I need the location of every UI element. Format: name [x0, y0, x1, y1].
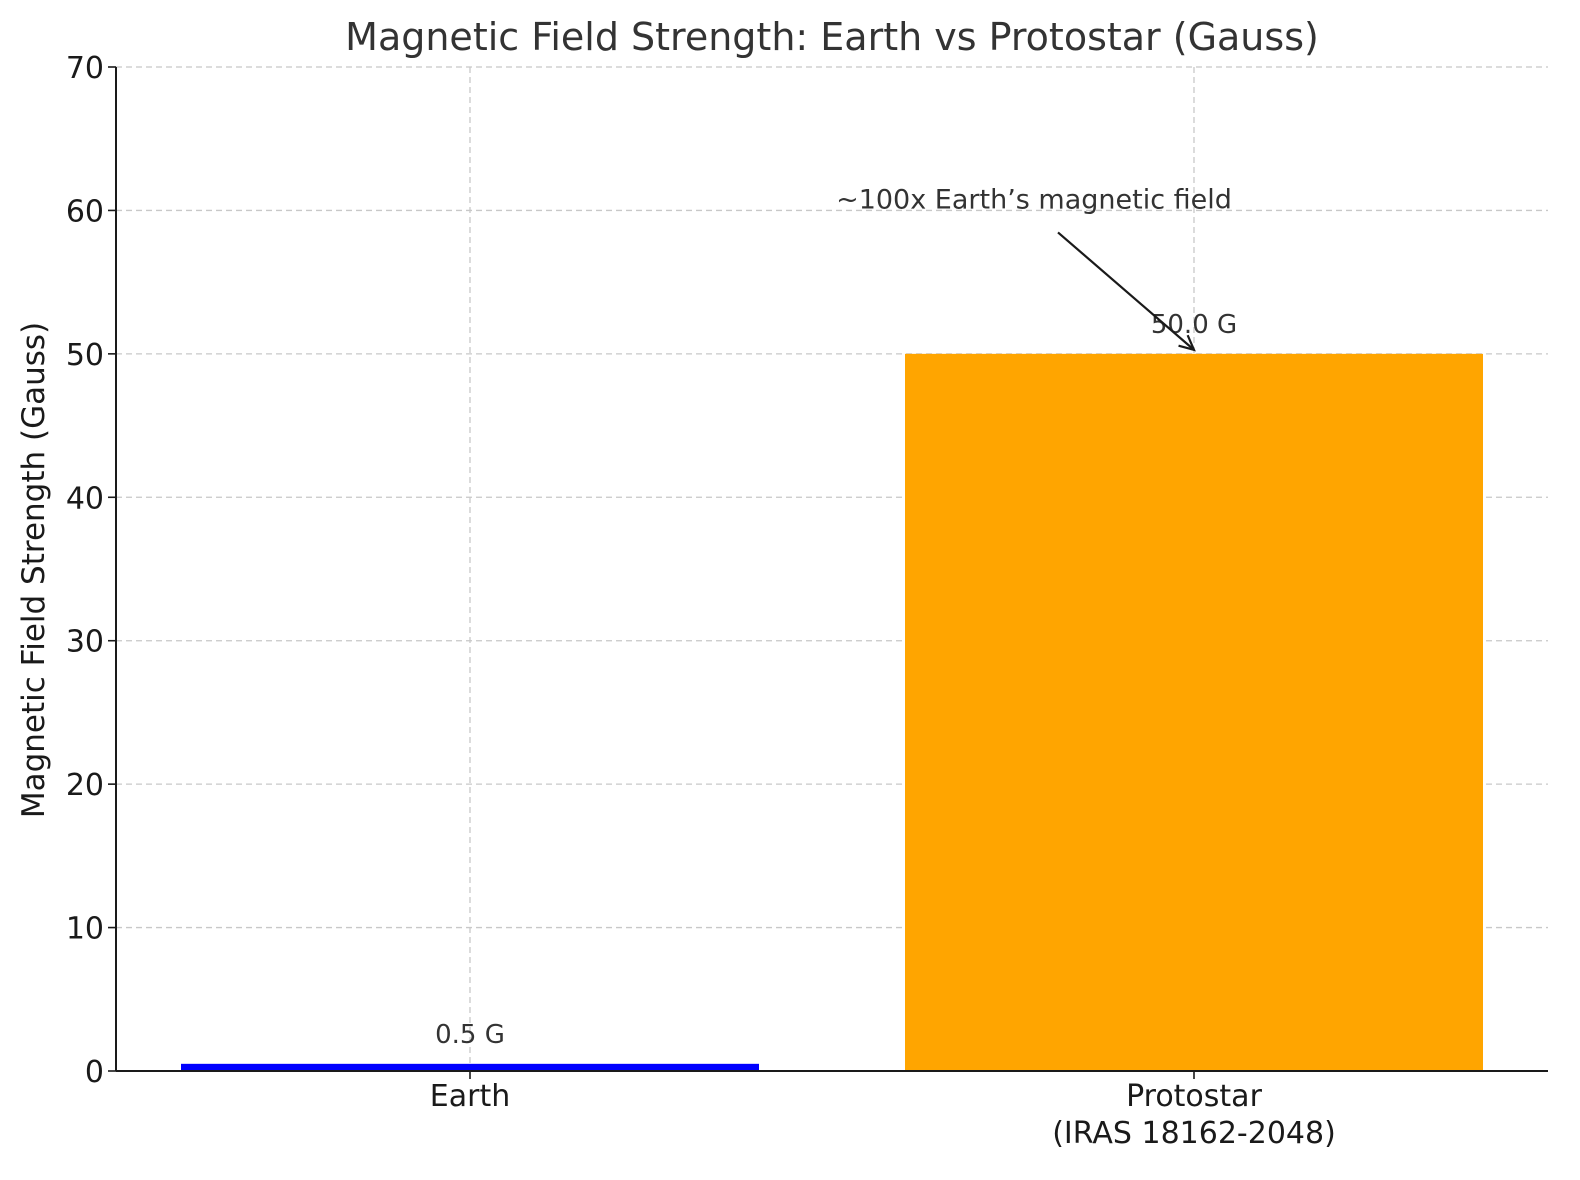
annotation-arrow-line	[1057, 231, 1195, 351]
y-tick-label: 10	[66, 912, 104, 947]
y-tick-label: 50	[66, 338, 104, 373]
bars	[181, 353, 1483, 1071]
y-axis-ticks: 0 10 20 30 40 50 60 70	[66, 51, 116, 1090]
y-axis-label: Magnetic Field Strength (Gauss)	[16, 322, 52, 818]
bar-0	[181, 1063, 759, 1071]
y-tick-label: 40	[66, 481, 104, 516]
y-tick-label: 30	[66, 625, 104, 660]
y-tick-label: 60	[66, 194, 104, 229]
x-axis-ticks: Earth Protostar (IRAS 18162-2048)	[430, 1071, 1336, 1151]
chart-title: Magnetic Field Strength: Earth vs Protos…	[345, 15, 1319, 59]
data-labels: 0.5 G50.0 G	[435, 310, 1237, 1050]
y-tick-label: 0	[85, 1055, 104, 1090]
annotation-group: ~100x Earth’s magnetic field	[836, 184, 1232, 352]
y-tick-label: 20	[66, 768, 104, 803]
x-tick-label-line: (IRAS 18162-2048)	[1052, 1116, 1336, 1151]
x-tick-label: Earth	[430, 1079, 510, 1114]
x-tick-label-line: Earth	[430, 1079, 510, 1114]
x-tick-label: Protostar (IRAS 18162-2048)	[1052, 1079, 1336, 1151]
data-label: 0.5 G	[435, 1020, 505, 1050]
x-tick-label-line: Protostar	[1126, 1079, 1262, 1114]
annotation-arrow-head	[1178, 334, 1196, 352]
bar-1	[905, 353, 1483, 1071]
annotation-text: ~100x Earth’s magnetic field	[836, 184, 1232, 215]
axes	[115, 67, 1548, 1072]
y-tick-label: 70	[66, 51, 104, 86]
